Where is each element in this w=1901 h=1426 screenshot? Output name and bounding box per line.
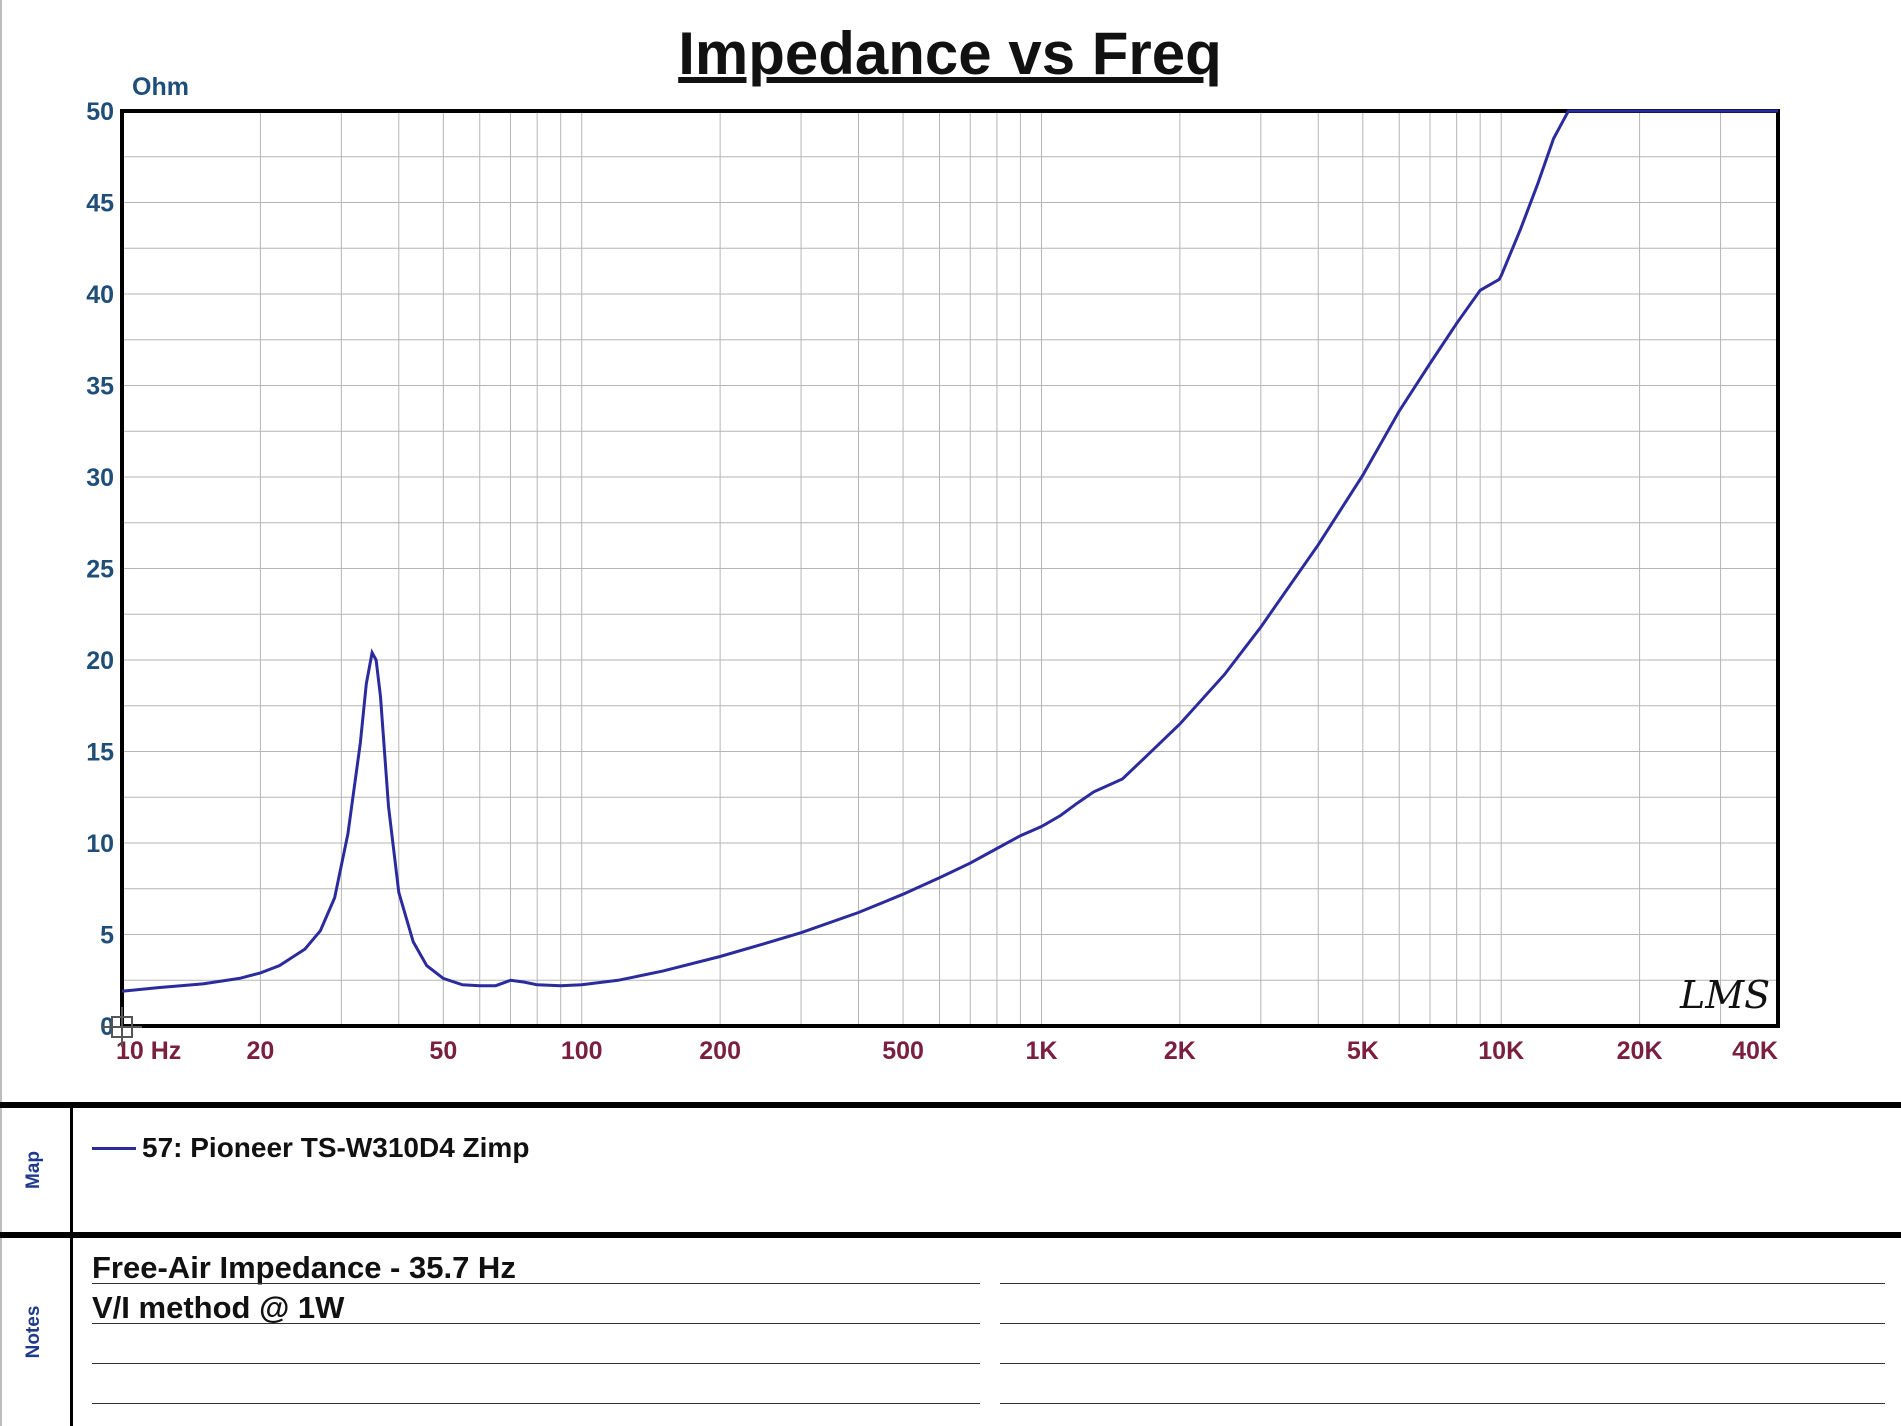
chart-title: Impedance vs Freq: [678, 20, 1222, 87]
lms-watermark: LMS: [1679, 973, 1770, 1017]
x-tick-label: 40K: [1732, 1037, 1778, 1065]
page-left-border: [0, 0, 2, 1426]
y-tick-label: 50: [86, 98, 114, 126]
legend-entry: 57: Pioneer TS-W310D4 Zimp: [92, 1132, 529, 1164]
y-tick-label: 15: [86, 739, 114, 767]
y-tick-label: 40: [86, 281, 114, 309]
x-tick-label: 100: [561, 1037, 603, 1065]
cursor-crosshair-icon: [102, 1007, 142, 1047]
note-rule: [1000, 1403, 1885, 1404]
x-tick-label: 200: [699, 1037, 741, 1065]
y-tick-label: 25: [86, 556, 114, 584]
impedance-curve: [121, 109, 1778, 993]
y-tick-label: 20: [86, 647, 114, 675]
y-tick-label: 30: [86, 464, 114, 492]
legend-line-swatch: [92, 1146, 136, 1150]
notes-panel-divider: [70, 1238, 73, 1426]
map-panel-label: Map: [23, 1151, 44, 1189]
note-rule: [92, 1323, 980, 1324]
grid-lines: [122, 111, 1778, 1026]
impedance-chart: Impedance vs Freq Ohm 051015202530354045…: [86, 20, 1780, 1065]
y-tick-label: 5: [100, 922, 114, 950]
notes-panel-label: Notes: [23, 1305, 44, 1359]
map-panel-divider: [70, 1108, 73, 1232]
x-axis-ticks: 10 Hz 20 50 100 200 500 1K 2K 5K 10K 20K 40K: [116, 1037, 1778, 1065]
note-rule: [1000, 1283, 1885, 1284]
plot-area-border: [120, 109, 1780, 1028]
note-rule: [1000, 1323, 1885, 1324]
note-rule: [1000, 1363, 1885, 1364]
x-tick-label: 5K: [1347, 1037, 1379, 1065]
notes-panel-top-rule: [0, 1232, 1901, 1238]
y-tick-label: 35: [86, 373, 114, 401]
x-tick-label: 2K: [1164, 1037, 1196, 1065]
x-tick-label: 10K: [1478, 1037, 1524, 1065]
note-line-2: V/I method @ 1W: [92, 1290, 345, 1325]
x-tick-label: 20: [246, 1037, 274, 1065]
note-rule: [92, 1403, 980, 1404]
x-tick-label: 50: [429, 1037, 457, 1065]
x-tick-label: 1K: [1025, 1037, 1057, 1065]
y-tick-label: 10: [86, 830, 114, 858]
x-tick-label: 20K: [1617, 1037, 1663, 1065]
note-rule: [92, 1283, 980, 1284]
legend-entry-text: 57: Pioneer TS-W310D4 Zimp: [142, 1132, 530, 1163]
y-axis-unit-label: Ohm: [132, 73, 189, 101]
x-tick-label: 10 Hz: [116, 1037, 181, 1065]
note-rule: [92, 1363, 980, 1364]
note-line-1: Free-Air Impedance - 35.7 Hz: [92, 1250, 516, 1285]
y-tick-label: 45: [86, 190, 114, 218]
x-tick-label: 500: [882, 1037, 924, 1065]
map-panel-top-rule: [0, 1102, 1901, 1108]
